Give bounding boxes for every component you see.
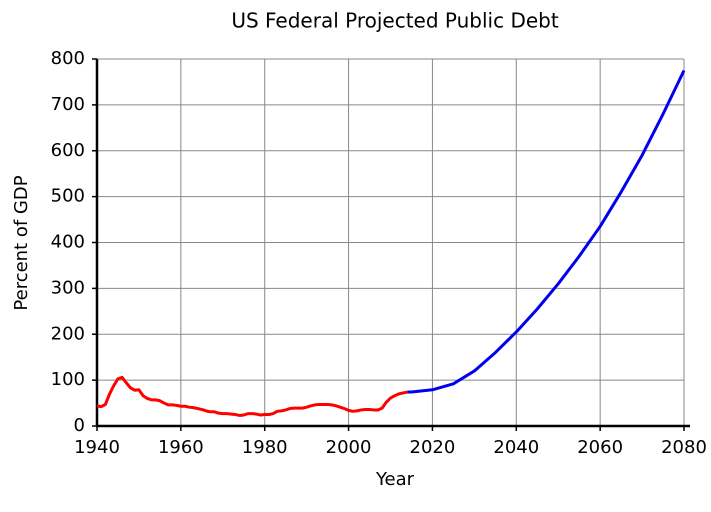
- x-tick-label: 2060: [577, 437, 623, 458]
- x-tick-label: 1980: [242, 437, 288, 458]
- x-axis-label: Year: [375, 469, 415, 490]
- y-tick-label: 100: [51, 369, 85, 390]
- x-tick-label: 2020: [410, 437, 456, 458]
- y-tick-label: 500: [51, 186, 85, 207]
- x-tick-label: 1960: [158, 437, 204, 458]
- x-tick-label: 2000: [326, 437, 372, 458]
- y-tick-label: 600: [51, 140, 85, 161]
- y-axis-label: Percent of GDP: [11, 175, 32, 310]
- y-tick-label: 0: [74, 415, 85, 436]
- data-line: [407, 69, 686, 394]
- y-tick-label: 200: [51, 323, 85, 344]
- y-tick-label: 300: [51, 277, 85, 298]
- y-tick-label: 800: [51, 48, 85, 69]
- y-tick-label: 700: [51, 94, 85, 115]
- y-tick-label: 400: [51, 232, 85, 253]
- chart-title: US Federal Projected Public Debt: [231, 9, 559, 33]
- x-tick-label: 2080: [661, 437, 707, 458]
- data-line: [96, 375, 408, 417]
- x-tick-label: 2040: [493, 437, 539, 458]
- x-tick-label: 1940: [74, 437, 120, 458]
